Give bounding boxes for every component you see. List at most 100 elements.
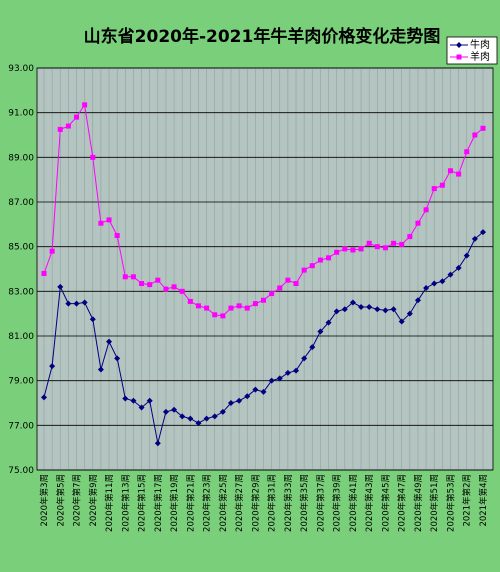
data-point-beef — [81, 299, 88, 306]
y-tick-label: 87.00 — [8, 198, 34, 208]
data-point-beef — [73, 300, 80, 307]
legend-marker-mutton — [456, 54, 462, 60]
data-point-mutton — [261, 297, 266, 303]
x-tick-label: 2020年第47周 — [397, 474, 408, 532]
data-point-mutton — [269, 291, 275, 297]
y-tick-label: 81.00 — [8, 332, 34, 342]
data-point-mutton — [98, 220, 104, 226]
data-point-mutton — [366, 240, 372, 246]
data-point-beef — [138, 404, 145, 411]
data-point-mutton — [139, 281, 145, 287]
data-point-beef — [97, 366, 104, 373]
data-point-mutton — [301, 267, 307, 273]
x-tick-label: 2020年第31周 — [267, 474, 278, 532]
data-point-mutton — [407, 234, 413, 240]
data-point-beef — [455, 264, 462, 271]
data-point-mutton — [423, 207, 429, 213]
data-point-mutton — [382, 245, 388, 251]
x-tick-label: 2020年第9周 — [88, 474, 99, 527]
data-point-mutton — [334, 249, 340, 255]
data-point-beef — [122, 395, 129, 402]
data-point-beef — [187, 415, 194, 422]
legend: 牛肉 羊肉 — [446, 36, 498, 65]
data-point-beef — [423, 284, 430, 291]
data-point-mutton — [228, 305, 234, 311]
data-point-beef — [219, 408, 226, 415]
data-point-beef — [284, 369, 291, 376]
y-tick-label: 93.00 — [8, 64, 34, 74]
data-point-mutton — [285, 277, 291, 283]
x-tick-label: 2020年第45周 — [380, 474, 391, 532]
data-point-mutton — [464, 149, 470, 155]
data-point-beef — [41, 394, 47, 401]
data-point-beef — [106, 338, 113, 345]
data-point-beef — [162, 408, 169, 415]
y-tick-label: 75.00 — [8, 466, 34, 476]
data-point-mutton — [447, 168, 453, 174]
data-point-mutton — [195, 303, 201, 309]
data-point-beef — [447, 271, 454, 278]
x-tick-label: 2020年第53周 — [445, 474, 456, 532]
data-point-mutton — [57, 126, 63, 132]
data-point-mutton — [220, 313, 226, 319]
data-point-mutton — [480, 125, 486, 131]
data-point-beef — [341, 306, 348, 313]
data-point-beef — [293, 367, 300, 374]
data-point-mutton — [415, 220, 421, 226]
data-point-mutton — [439, 182, 445, 188]
data-point-beef — [57, 283, 64, 290]
data-point-beef — [366, 303, 373, 310]
data-point-mutton — [244, 305, 250, 311]
y-tick-label: 89.00 — [8, 153, 34, 163]
x-tick-label: 2021年第4周 — [478, 474, 489, 527]
chart-title: 山东省2020年-2021年牛羊肉价格变化走势图 — [84, 26, 441, 47]
x-tick-label: 2020年第13周 — [120, 474, 131, 532]
data-point-beef — [317, 328, 324, 335]
data-point-beef — [236, 397, 243, 404]
horizontal-gridlines — [37, 67, 493, 471]
x-tick-label: 2020年第17周 — [153, 474, 164, 532]
x-tick-label: 2020年第5周 — [55, 474, 66, 527]
data-point-mutton — [252, 301, 258, 307]
data-point-mutton — [456, 171, 462, 177]
data-point-mutton — [147, 282, 153, 288]
data-point-beef — [309, 344, 316, 351]
data-point-mutton — [374, 244, 380, 250]
x-tick-label: 2020年第3周 — [39, 474, 50, 527]
data-point-beef — [146, 397, 153, 404]
data-point-beef — [195, 420, 202, 427]
data-point-beef — [301, 355, 308, 362]
data-point-mutton — [90, 154, 96, 160]
data-point-mutton — [212, 312, 218, 318]
plot-area — [36, 67, 494, 471]
data-point-beef — [333, 308, 340, 315]
x-tick-label: 2020年第15周 — [137, 474, 148, 532]
data-point-mutton — [277, 285, 283, 291]
data-point-mutton — [317, 257, 323, 263]
data-point-beef — [471, 235, 478, 242]
data-point-beef — [130, 397, 137, 404]
data-point-beef — [374, 306, 381, 313]
data-point-mutton — [171, 284, 177, 290]
data-point-beef — [463, 252, 470, 259]
data-point-beef — [179, 413, 186, 420]
x-tick-label: 2020年第41周 — [348, 474, 359, 532]
data-point-mutton — [114, 233, 120, 238]
data-point-beef — [154, 440, 161, 447]
data-point-beef — [398, 318, 405, 325]
data-point-beef — [227, 400, 234, 406]
data-point-mutton — [106, 217, 112, 223]
data-point-mutton — [74, 114, 80, 120]
x-tick-label: 2020年第35周 — [299, 474, 310, 532]
x-tick-label: 2020年第37周 — [315, 474, 326, 532]
x-tick-label: 2020年第21周 — [185, 474, 196, 532]
data-point-mutton — [309, 263, 315, 269]
data-point-beef — [414, 297, 421, 304]
x-tick-label: 2020年第51周 — [429, 474, 440, 532]
data-point-mutton — [431, 186, 437, 192]
x-tick-label: 2020年第29周 — [250, 474, 261, 532]
x-tick-label: 2020年第11周 — [104, 474, 115, 532]
data-point-beef — [390, 306, 397, 313]
